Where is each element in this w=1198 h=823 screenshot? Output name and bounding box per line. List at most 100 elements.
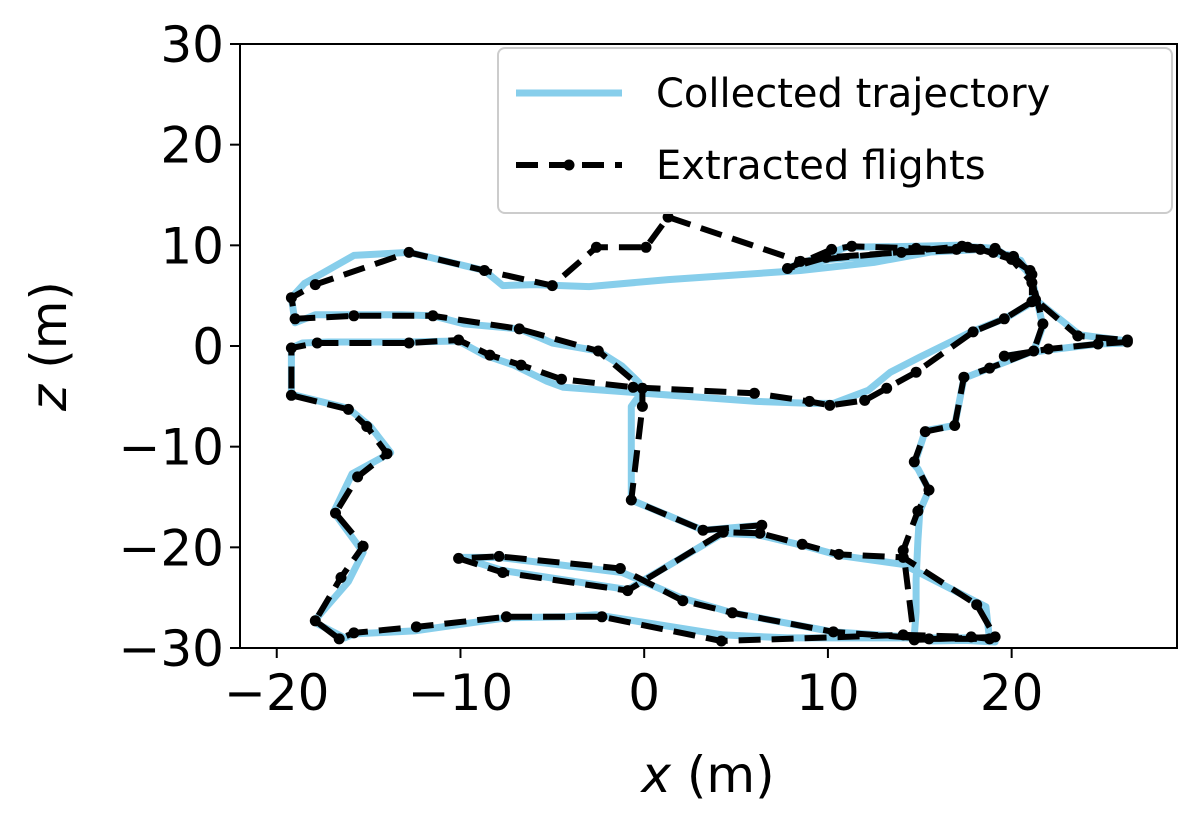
- x-axis-ticks: −20 −10 0 10 20: [224, 648, 1043, 722]
- extracted-flight-point: [497, 567, 509, 578]
- legend-label: Extracted flights: [656, 143, 986, 189]
- extracted-flight-point: [484, 349, 496, 361]
- extracted-flight-point: [919, 426, 931, 438]
- extracted-flight-point: [1037, 318, 1049, 330]
- extracted-flight-point: [556, 373, 567, 385]
- extracted-flight-point: [1026, 277, 1038, 289]
- x-axis-label: x (m): [639, 746, 774, 804]
- extracted-flight-point: [493, 550, 505, 562]
- extracted-flight-point: [330, 507, 341, 519]
- extracted-flight-point: [881, 382, 893, 394]
- x-tick-label: 0: [628, 664, 660, 722]
- extracted-flight-point: [908, 634, 920, 646]
- extracted-flight-point: [1028, 345, 1040, 357]
- extracted-flight-point: [309, 615, 321, 627]
- extracted-flight-point: [958, 371, 970, 383]
- extracted-flight-point: [846, 240, 858, 252]
- x-tick-label: 20: [980, 664, 1044, 722]
- y-axis-ticks: −30 −20 −10 0 10 20 30: [118, 16, 240, 678]
- extracted-flight-point: [410, 621, 422, 633]
- extracted-flight-point: [478, 265, 490, 276]
- y-tick-label: −30: [118, 620, 224, 678]
- y-tick-label: −20: [118, 519, 224, 577]
- extracted-flight-point: [1121, 336, 1133, 348]
- extracted-flight-point: [748, 387, 760, 399]
- extracted-flight-point: [285, 342, 297, 354]
- extracted-flight-point: [824, 399, 836, 411]
- extracted-flight-point: [974, 243, 986, 255]
- extracted-flight-point: [782, 263, 793, 274]
- extracted-flight-point: [796, 538, 808, 550]
- extracted-flight-point: [998, 350, 1010, 362]
- extracted-flight-point: [381, 448, 393, 460]
- extracted-flight-point: [987, 246, 999, 258]
- extracted-flight-point: [912, 505, 924, 517]
- extracted-flight-point: [636, 400, 648, 412]
- series-layer: [285, 211, 1133, 647]
- extracted-flight-point: [971, 599, 983, 611]
- extracted-flight-point: [923, 633, 935, 645]
- extracted-flight-point: [949, 420, 961, 431]
- x-tick-label: −10: [408, 664, 514, 722]
- extracted-flight-point: [636, 382, 648, 394]
- extracted-flight-point: [453, 334, 465, 346]
- extracted-flight-point: [289, 313, 301, 325]
- extracted-flight-point: [311, 337, 323, 349]
- extracted-flight-point: [1008, 250, 1019, 262]
- extracted-flight-point: [794, 255, 806, 267]
- x-tick-label: −20: [224, 664, 330, 722]
- extracted-flight-point: [453, 552, 465, 564]
- extracted-flight-point: [726, 607, 738, 619]
- extracted-flight-point: [1092, 338, 1104, 350]
- extracted-flight-point: [910, 242, 922, 254]
- extracted-flight-point: [1026, 269, 1038, 280]
- legend-extracted-marker: [563, 159, 575, 171]
- extracted-flight-point: [361, 421, 373, 432]
- extracted-flight-point: [403, 246, 415, 258]
- y-tick-label: 30: [160, 16, 224, 74]
- extracted-flight-point: [546, 280, 558, 292]
- y-tick-label: 20: [160, 117, 224, 175]
- extracted-flight-point: [333, 633, 345, 645]
- x-tick-label: 10: [796, 664, 860, 722]
- extracted-flight-point: [962, 241, 974, 253]
- extracted-flight-point: [640, 241, 652, 253]
- y-axis-label: z (m): [20, 281, 78, 412]
- extracted-flight-point: [897, 551, 909, 563]
- extracted-flight-point: [715, 635, 727, 647]
- extracted-flight-point: [596, 611, 608, 623]
- extracted-flight-point: [309, 279, 321, 291]
- extracted-flight-point: [998, 313, 1010, 325]
- legend-frame: [497, 47, 1173, 214]
- extracted-flight-point: [859, 394, 871, 406]
- extracted-flight-point: [951, 243, 962, 255]
- extracted-flight-point: [614, 563, 626, 574]
- extracted-flight-point: [697, 524, 709, 536]
- extracted-flight-point: [897, 629, 909, 641]
- extracted-flight-point: [592, 345, 604, 357]
- extracted-flight-point: [984, 362, 996, 374]
- extracted-flight-point: [827, 626, 839, 638]
- extracted-flight-point: [590, 241, 602, 253]
- extracted-flight-point: [515, 359, 527, 371]
- extracted-flight-point: [342, 403, 354, 415]
- extracted-flight-point: [717, 526, 729, 538]
- extracted-flight-point: [895, 246, 907, 258]
- extracted-flight-point: [285, 389, 297, 401]
- extracted-flight-point: [923, 484, 935, 496]
- extracted-flight-point: [984, 633, 996, 645]
- y-tick-label: 0: [192, 318, 224, 376]
- extracted-flight-point: [348, 310, 360, 322]
- extracted-flight-point: [352, 471, 364, 483]
- extracted-flight-point: [1030, 294, 1041, 306]
- extracted-flight-point: [1072, 330, 1084, 342]
- y-tick-label: −10: [118, 419, 224, 477]
- extracted-flight-point: [285, 292, 297, 304]
- extracted-flight-point: [627, 381, 639, 393]
- extracted-flight-point: [820, 251, 832, 263]
- extracted-flight-point: [1042, 343, 1054, 355]
- extracted-flight-point: [967, 326, 979, 338]
- extracted-flight-point: [427, 310, 439, 322]
- extracted-flight-point: [965, 631, 977, 643]
